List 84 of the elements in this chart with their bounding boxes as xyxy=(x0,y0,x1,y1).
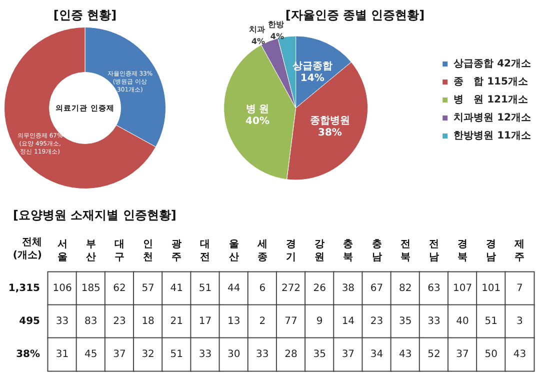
data-label: 7 xyxy=(516,283,523,294)
data-label: 45 xyxy=(84,349,98,360)
data-label: 26 xyxy=(313,283,326,294)
legend-label: 상급종합 42개소 xyxy=(454,58,532,70)
data-label: 33 xyxy=(56,316,69,327)
legend-label: 치과병원 12개소 xyxy=(454,112,532,124)
data-label: 28 xyxy=(284,349,298,360)
x-tick-label: 대구 xyxy=(114,239,124,263)
x-tick-label: 경기 xyxy=(286,239,296,263)
data-label: 23 xyxy=(370,316,384,327)
x-tick-label: 제주 xyxy=(514,239,525,263)
data-label: 한방 4% xyxy=(268,20,284,42)
data-label: 185 xyxy=(81,283,100,294)
data-label: 3 xyxy=(516,316,523,327)
x-tick-label: 충북 xyxy=(343,239,354,263)
data-label: 14 xyxy=(342,316,355,327)
data-label: 44 xyxy=(227,283,240,294)
data-label: 41 xyxy=(170,283,184,294)
x-tick-label: 울산 xyxy=(228,239,239,263)
x-tick-label: 전북 xyxy=(400,239,410,263)
data-label: 57 xyxy=(142,283,154,294)
y-axis-title: 전체 (개소) xyxy=(12,237,42,261)
data-label: 23 xyxy=(113,316,126,327)
x-tick-label: 부산 xyxy=(86,239,96,263)
data-label: 2 xyxy=(259,316,266,327)
x-tick-label: 전남 xyxy=(428,239,439,263)
data-label: 33 xyxy=(428,316,440,327)
legend-label: 병 원 121개소 xyxy=(454,94,528,106)
data-label: 67 xyxy=(370,283,384,294)
data-label: 종합병원 38% xyxy=(310,115,350,138)
x-tick-label: 서울 xyxy=(57,239,68,263)
data-label: 101 xyxy=(482,283,501,294)
chart-title: [요양병원 소재지별 인증현황] xyxy=(13,208,176,222)
y-tick-label: 495 xyxy=(19,316,40,327)
legend-label: 한방병원 11개소 xyxy=(454,130,532,142)
data-label: 50 xyxy=(484,349,498,360)
data-label: 31 xyxy=(56,349,69,360)
data-label: 51 xyxy=(484,316,498,327)
data-label: 83 xyxy=(84,316,98,327)
x-tick-label: 충남 xyxy=(372,239,382,263)
data-label: 35 xyxy=(398,316,412,327)
data-label: 13 xyxy=(227,316,240,327)
data-label: 33 xyxy=(198,349,212,360)
legend-label: 종 합 115개소 xyxy=(454,76,528,88)
x-tick-label: 경남 xyxy=(486,239,496,263)
data-label: 52 xyxy=(428,349,440,360)
data-label: 37 xyxy=(342,349,355,360)
data-label: 33 xyxy=(256,349,269,360)
data-label: 치과 4% xyxy=(249,24,266,46)
chart-title: [인증 현황] xyxy=(53,8,117,22)
data-label: 18 xyxy=(142,316,154,327)
data-label: 40 xyxy=(456,316,469,327)
data-label: 107 xyxy=(452,283,472,294)
data-label: 30 xyxy=(227,349,240,360)
x-tick-label: 인천 xyxy=(143,239,154,263)
x-tick-label: 경북 xyxy=(458,239,468,263)
chart-title: [자율인증 종별 인증현황] xyxy=(285,8,425,22)
data-label: 37 xyxy=(456,349,469,360)
data-label: 35 xyxy=(313,349,326,360)
data-label: 38 xyxy=(342,283,355,294)
data-label: 106 xyxy=(52,283,72,294)
x-tick-label: 광주 xyxy=(172,239,182,263)
x-tick-label: 세종 xyxy=(256,239,268,263)
x-tick-label: 대전 xyxy=(200,239,210,263)
data-label: 51 xyxy=(198,283,212,294)
data-label: 43 xyxy=(513,349,526,360)
data-label: 63 xyxy=(428,283,440,294)
x-tick-label: 강원 xyxy=(314,239,325,263)
data-label: 77 xyxy=(284,316,298,327)
data-label: 32 xyxy=(142,349,154,360)
data-label: 43 xyxy=(398,349,412,360)
y-tick-label: 1,315 xyxy=(8,283,40,294)
data-label: 9 xyxy=(316,316,323,327)
data-label: 62 xyxy=(113,283,126,294)
data-label: 34 xyxy=(370,349,384,360)
data-label: 37 xyxy=(113,349,126,360)
y-tick-label: 38% xyxy=(16,349,40,360)
data-label: 17 xyxy=(198,316,212,327)
data-label: 272 xyxy=(281,283,301,294)
data-label: 병 원 40% xyxy=(246,104,270,127)
data-label: 82 xyxy=(398,283,412,294)
data-label: 21 xyxy=(170,316,184,327)
data-label: 51 xyxy=(170,349,184,360)
data-label: 6 xyxy=(259,283,266,294)
